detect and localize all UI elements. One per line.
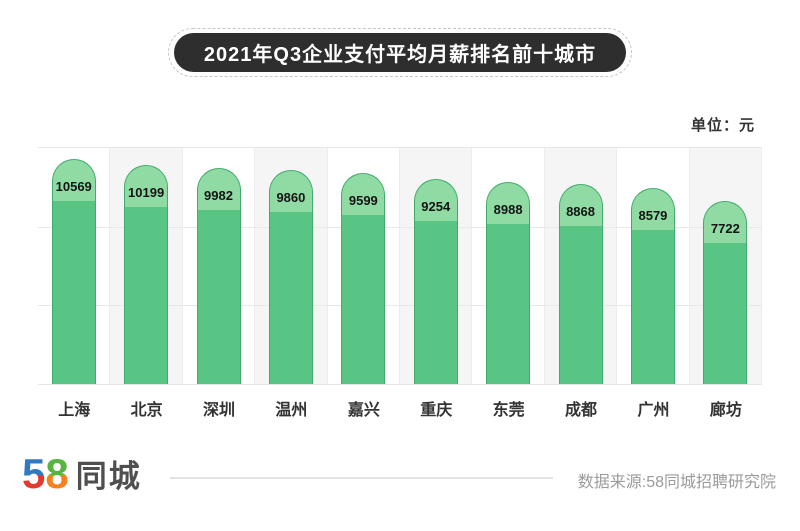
bar-value-label: 7722 bbox=[710, 221, 740, 236]
column-band-廊坊: 7722 bbox=[688, 148, 763, 384]
bar-value-label: 9254 bbox=[421, 199, 451, 214]
column-band-嘉兴: 9599 bbox=[328, 148, 399, 384]
category-label-深圳: 深圳 bbox=[203, 402, 236, 419]
column-band-东莞: 8988 bbox=[472, 148, 543, 384]
bar-广州: 8579 bbox=[630, 188, 675, 384]
bar-温州: 9860 bbox=[268, 170, 313, 384]
bar-上海: 10569 bbox=[51, 159, 96, 384]
column-band-成都: 8868 bbox=[543, 148, 618, 384]
gridline bbox=[38, 305, 762, 307]
column-band-重庆: 9254 bbox=[399, 148, 473, 384]
category-label-上海: 上海 bbox=[58, 402, 91, 419]
bar-value-label: 8868 bbox=[566, 204, 595, 219]
category-label-北京: 北京 bbox=[130, 402, 163, 419]
bar-cap bbox=[342, 174, 385, 215]
bar-东莞: 8988 bbox=[486, 182, 531, 384]
category-label-廊坊: 廊坊 bbox=[709, 402, 742, 419]
page-title: 2021年Q3企业支付平均月薪排名前十城市 bbox=[173, 33, 627, 72]
bar-cap bbox=[52, 160, 95, 201]
bar-深圳: 9982 bbox=[196, 168, 241, 384]
chart-header: 2021年Q3企业支付平均月薪排名前十城市 bbox=[0, 28, 800, 77]
logo-58tongcheng: 5 8 同城 bbox=[22, 451, 142, 496]
bar-cap bbox=[125, 166, 168, 207]
bar-value-label: 9599 bbox=[348, 193, 378, 208]
unit-label: 单位：元 bbox=[690, 117, 755, 134]
footer-divider bbox=[170, 477, 553, 479]
logo-name: 同城 bbox=[75, 459, 142, 494]
category-label-东莞: 东莞 bbox=[492, 402, 525, 419]
bar-cap bbox=[414, 180, 457, 221]
bar-cap bbox=[704, 202, 747, 243]
bar-cap bbox=[559, 185, 602, 226]
bar-value-label: 9982 bbox=[204, 188, 233, 203]
category-label-嘉兴: 嘉兴 bbox=[347, 402, 380, 419]
category-label-重庆: 重庆 bbox=[420, 402, 453, 419]
logo-digit-5: 5 bbox=[22, 449, 46, 497]
bar-cap bbox=[269, 171, 312, 212]
bar-成都: 8868 bbox=[558, 184, 603, 384]
bar-cap bbox=[631, 189, 674, 230]
column-band-北京: 10199 bbox=[109, 148, 183, 384]
bar-value-label: 10569 bbox=[55, 179, 92, 194]
column-band-深圳: 9982 bbox=[183, 148, 254, 384]
bar-value-label: 8579 bbox=[638, 208, 668, 223]
bar-廊坊: 7722 bbox=[703, 201, 748, 384]
bar-嘉兴: 9599 bbox=[341, 173, 386, 384]
category-label-广州: 广州 bbox=[637, 402, 670, 419]
bar-北京: 10199 bbox=[124, 165, 169, 384]
gridline bbox=[38, 226, 762, 228]
bar-重庆: 9254 bbox=[413, 179, 458, 384]
column-band-上海: 10569 bbox=[38, 148, 109, 384]
category-label-成都: 成都 bbox=[565, 402, 598, 419]
column-band-广州: 8579 bbox=[617, 148, 688, 384]
bar-value-label: 10199 bbox=[128, 185, 165, 200]
column-band-温州: 9860 bbox=[254, 148, 328, 384]
title-dashed-border: 2021年Q3企业支付平均月薪排名前十城市 bbox=[167, 28, 633, 77]
bar-cap bbox=[487, 183, 530, 224]
bar-value-label: 8988 bbox=[493, 202, 523, 217]
bar-chart-plot-area: 10569 10199 9982 9860 9599 9254 8988 8868 8579 77… bbox=[38, 147, 763, 385]
data-source-text: 数据来源:58同城招聘研究院 bbox=[577, 474, 776, 491]
logo-digit-8: 8 bbox=[45, 449, 69, 497]
bar-value-label: 9860 bbox=[276, 190, 306, 205]
category-axis: 上海 北京 深圳 温州 嘉兴 重庆 东莞 成都 广州 廊坊 bbox=[38, 396, 762, 420]
category-label-温州: 温州 bbox=[275, 402, 308, 419]
bar-cap bbox=[197, 169, 240, 210]
